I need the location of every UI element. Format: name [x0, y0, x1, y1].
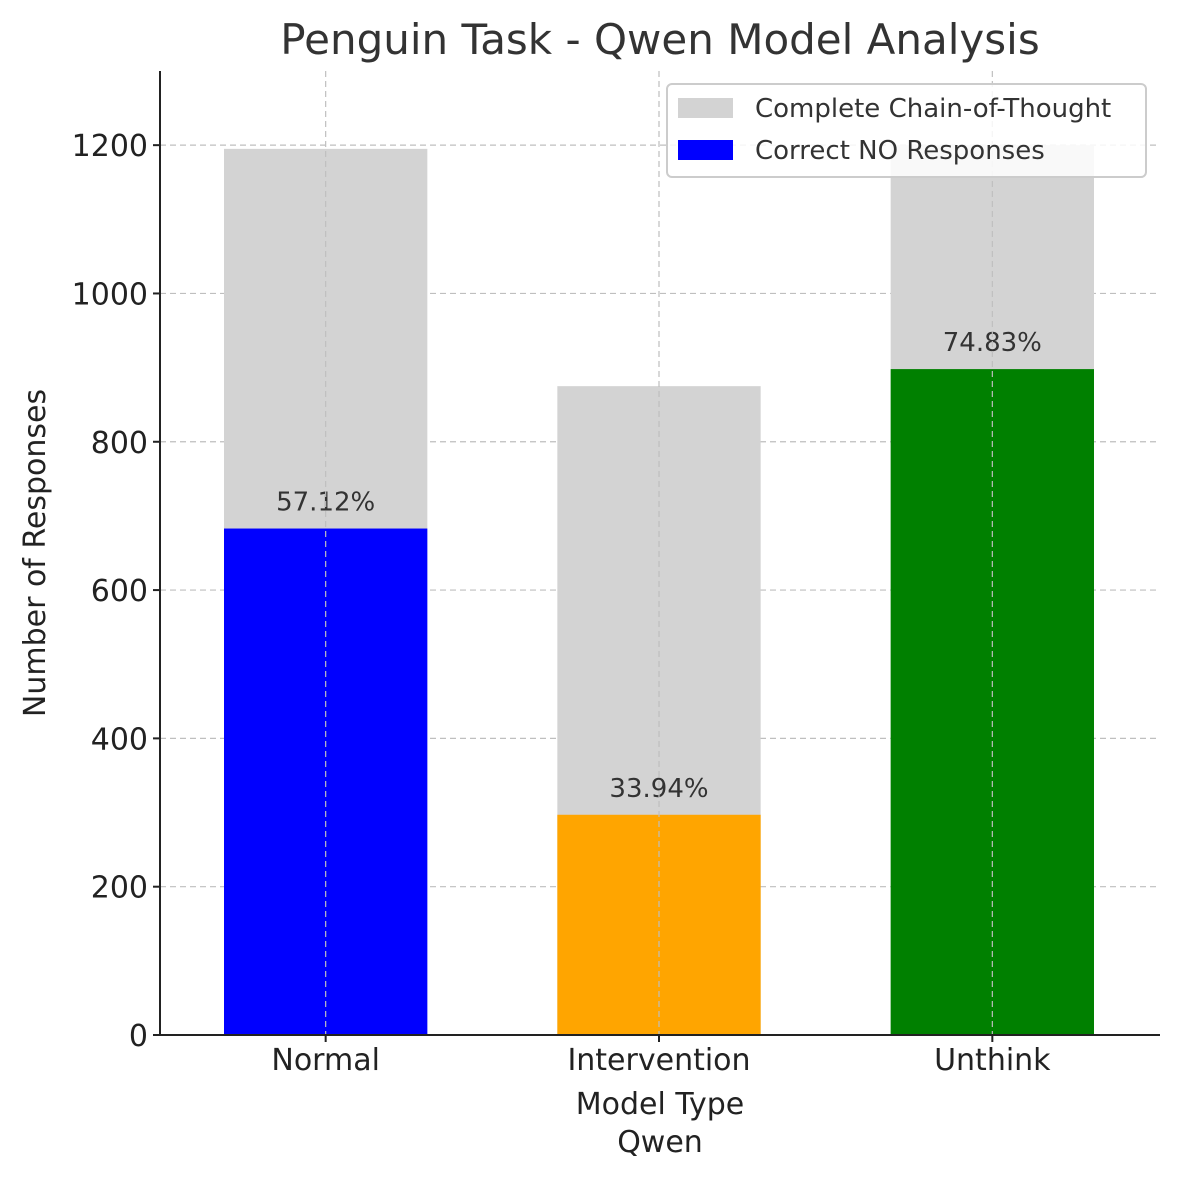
y-tick-label-1200: 1200: [72, 129, 148, 164]
legend-frame: [666, 83, 1147, 178]
chart-title: Penguin Task - Qwen Model Analysis: [280, 15, 1039, 64]
legend-swatch-correct-no: [678, 140, 733, 160]
x-tick-label-unthink: Unthink: [934, 1043, 1051, 1078]
data-label-intervention: 33.94%: [609, 774, 708, 804]
y-tick-label-1000: 1000: [72, 277, 148, 312]
y-tick-label-600: 600: [91, 574, 148, 609]
y-tick-label-400: 400: [91, 722, 148, 757]
y-axis-label: Number of Responses: [18, 389, 53, 717]
x-axis-label: Model Type: [576, 1087, 745, 1122]
legend: Complete Chain-of-Thought Correct NO Res…: [666, 83, 1147, 178]
y-tick-label-0: 0: [129, 1019, 148, 1054]
y-tick-label-200: 200: [91, 871, 148, 906]
ticks: 0 200 400 600 800 1000 1200 Normal Intervention U…: [72, 129, 1052, 1078]
data-labels: 57.12%33.94%74.83%: [276, 71, 1042, 1035]
x-axis-sublabel: Qwen: [617, 1125, 703, 1160]
x-tick-label-normal: Normal: [271, 1043, 380, 1078]
legend-swatch-complete-cot: [678, 98, 733, 118]
legend-label-complete-cot: Complete Chain-of-Thought: [755, 94, 1111, 124]
x-tick-label-intervention: Intervention: [567, 1043, 750, 1078]
legend-label-correct-no: Correct NO Responses: [755, 136, 1045, 166]
y-tick-label-800: 800: [91, 426, 148, 461]
